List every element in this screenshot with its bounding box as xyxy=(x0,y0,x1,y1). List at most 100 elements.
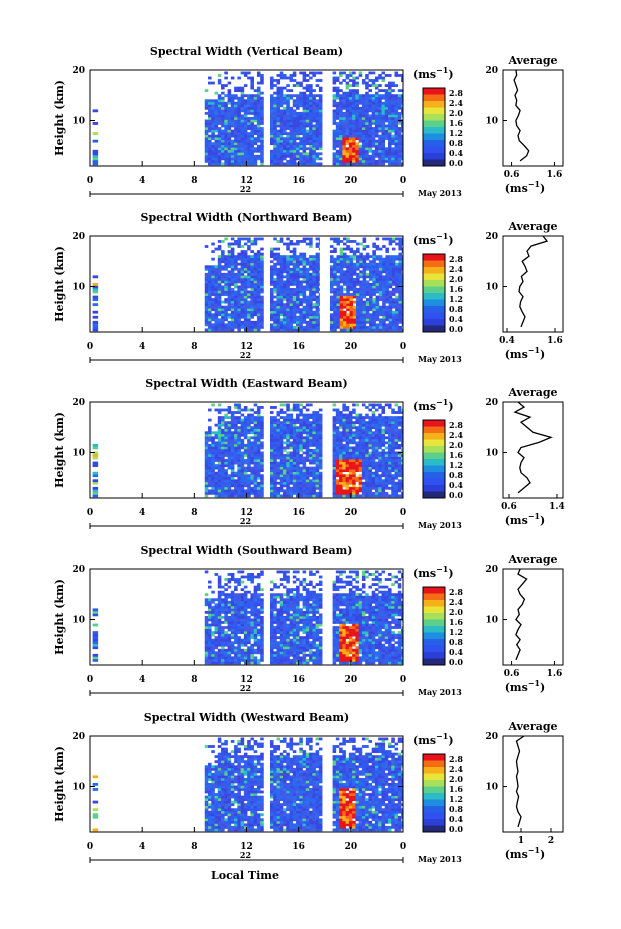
heatmap-cell xyxy=(305,99,310,103)
colorbar-tick-label: 2.4 xyxy=(449,98,463,108)
heatmap-cell xyxy=(312,469,316,473)
heatmap-cell xyxy=(302,127,307,130)
heatmap-cell xyxy=(359,300,363,304)
heatmap-cell xyxy=(333,277,337,281)
heatmap-cell xyxy=(292,428,297,432)
heatmap-cell xyxy=(237,416,241,419)
heatmap-cell xyxy=(253,267,258,271)
heatmap-cell xyxy=(329,323,334,327)
heatmap-cell xyxy=(279,481,284,485)
heatmap-cell xyxy=(345,408,350,412)
heatmap-cell xyxy=(230,305,235,309)
heatmap-cell xyxy=(296,277,300,281)
heatmap-cell xyxy=(349,260,354,264)
heatmap-cell xyxy=(283,96,287,100)
heatmap-cell xyxy=(329,288,334,291)
heatmap-cell xyxy=(214,489,219,493)
heatmap-cell xyxy=(381,96,386,100)
heatmap-cell xyxy=(375,328,380,332)
heatmap-cell xyxy=(286,144,290,148)
heatmap-cell xyxy=(318,474,323,478)
heatmap-cell xyxy=(269,157,274,161)
heatmap-cell xyxy=(92,325,99,329)
heatmap-cell xyxy=(305,104,310,108)
heatmap-cell xyxy=(289,428,294,432)
heatmap-cell xyxy=(211,456,215,460)
heatmap-cell xyxy=(217,436,222,440)
heatmap-cell xyxy=(312,157,316,161)
heatmap-cell xyxy=(260,109,264,113)
heatmap-cell xyxy=(355,418,359,422)
heatmap-cell xyxy=(253,320,258,324)
heatmap-cell xyxy=(250,147,254,151)
heatmap-cell xyxy=(292,79,297,82)
heatmap-cell xyxy=(224,328,228,332)
heatmap-cell xyxy=(204,308,209,312)
heatmap-cell xyxy=(250,471,254,475)
heatmap-cell xyxy=(234,489,238,493)
heatmap-cell xyxy=(371,104,376,108)
heatmap-cell xyxy=(279,310,284,314)
heatmap-cell xyxy=(250,459,254,462)
heatmap-cell xyxy=(224,114,228,118)
heatmap-cell xyxy=(335,484,340,488)
heatmap-cell xyxy=(372,305,376,309)
heatmap-cell xyxy=(345,443,350,447)
heatmap-cell xyxy=(260,323,264,327)
heatmap-cell xyxy=(247,290,251,294)
heatmap-cell xyxy=(260,320,264,324)
heatmap-cell xyxy=(345,74,350,77)
heatmap-cell xyxy=(279,109,284,113)
heatmap-cell xyxy=(352,106,356,110)
heatmap-cell xyxy=(292,162,297,166)
heatmap-cell xyxy=(355,162,359,166)
heatmap-cell xyxy=(365,159,369,163)
heatmap-cell xyxy=(276,469,281,473)
heatmap-cell xyxy=(302,423,307,427)
heatmap-cell xyxy=(339,159,343,163)
heatmap-cell xyxy=(372,280,376,284)
heatmap-cell xyxy=(305,491,310,495)
heatmap-cell xyxy=(208,451,212,455)
heatmap-cell xyxy=(260,101,264,105)
heatmap-cell xyxy=(352,438,356,442)
heatmap-cell xyxy=(312,285,316,289)
heatmap-cell xyxy=(333,250,337,253)
heatmap-cell xyxy=(375,265,380,269)
heatmap-cell xyxy=(384,111,389,115)
heatmap-cell xyxy=(243,129,248,133)
heatmap-cell xyxy=(292,325,297,329)
heatmap-cell xyxy=(211,300,215,304)
heatmap-cell xyxy=(305,446,310,450)
heatmap-cell xyxy=(349,247,354,251)
heatmap-cell xyxy=(365,479,369,483)
heatmap-cell xyxy=(289,298,294,301)
heatmap-cell xyxy=(214,127,219,130)
heatmap-cell xyxy=(230,469,235,473)
heatmap-cell xyxy=(394,114,399,118)
heatmap-cell xyxy=(243,255,248,259)
heatmap-cell xyxy=(269,318,274,322)
heatmap-cell xyxy=(296,300,300,304)
heatmap-cell xyxy=(346,237,350,241)
heatmap-cell xyxy=(299,84,303,87)
heatmap-cell xyxy=(247,247,251,251)
heatmap-cell xyxy=(369,300,373,304)
heatmap-cell xyxy=(339,267,344,271)
heatmap-cell xyxy=(217,421,222,425)
heatmap-cell xyxy=(309,288,313,291)
heatmap-cell xyxy=(204,142,209,146)
heatmap-cell xyxy=(276,441,281,445)
heatmap-cell xyxy=(234,471,238,475)
heatmap-cell xyxy=(318,448,323,452)
heatmap-cell xyxy=(247,257,251,261)
colorbar-swatch xyxy=(423,88,445,95)
heatmap-cell xyxy=(256,441,261,445)
heatmap-cell xyxy=(358,433,363,437)
heatmap-cell xyxy=(208,431,212,435)
heatmap-cell xyxy=(211,272,215,276)
heatmap-cell xyxy=(352,129,356,133)
heatmap-cell xyxy=(204,298,209,301)
heatmap-cell xyxy=(394,129,399,133)
average-frame xyxy=(502,69,564,167)
